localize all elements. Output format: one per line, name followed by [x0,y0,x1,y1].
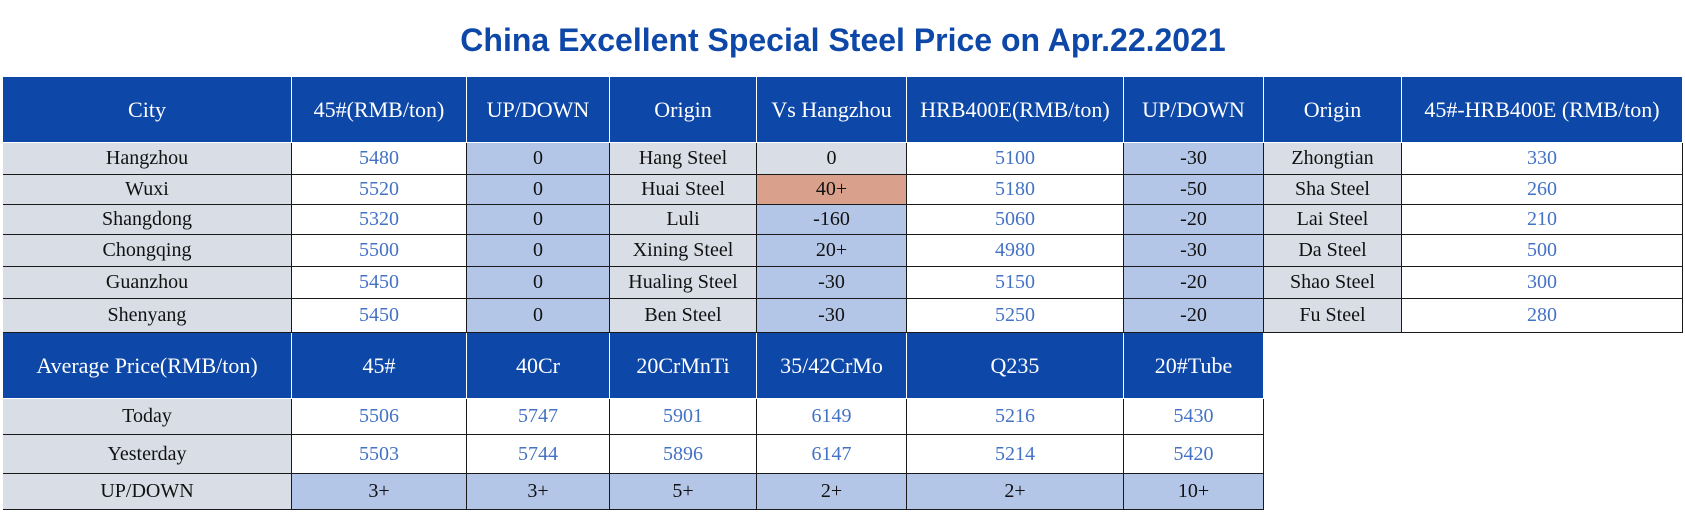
table-cell: 5520 [292,175,467,205]
table-cell: 5320 [292,205,467,235]
table-cell: 5450 [292,267,467,299]
table-cell: 500 [1402,235,1683,267]
table-cell: Zhongtian [1264,143,1402,175]
table-cell: Yesterday [3,435,292,474]
table-cell: 20+ [757,235,907,267]
table-cell: -50 [1124,175,1264,205]
table-cell: -30 [1124,143,1264,175]
column-header: 20CrMnTi [610,333,757,399]
sheet-title: China Excellent Special Steel Price on A… [3,3,1683,78]
table-cell: 5480 [292,143,467,175]
column-header: UP/DOWN [467,77,610,143]
column-header: 35/42CrMo [757,333,907,399]
table-cell: Shangdong [3,205,292,235]
table-cell: Xining Steel [610,235,757,267]
column-header: 45#-HRB400E (RMB/ton) [1402,77,1683,143]
table-cell: 5216 [907,399,1124,435]
table-cell: 5214 [907,435,1124,474]
table-cell: 40+ [757,175,907,205]
column-header: 45# [292,333,467,399]
table-cell: 6147 [757,435,907,474]
table-cell: 5747 [467,399,610,435]
table-cell: 3+ [467,474,610,510]
table-cell: Hualing Steel [610,267,757,299]
table-cell: 4980 [907,235,1124,267]
table-cell: Huai Steel [610,175,757,205]
table-cell: -30 [757,267,907,299]
table-cell: 5430 [1124,399,1264,435]
table-cell: -20 [1124,267,1264,299]
table-cell: Shenyang [3,299,292,333]
table-cell: 5420 [1124,435,1264,474]
table-cell: 5744 [467,435,610,474]
table-cell: Hang Steel [610,143,757,175]
table-cell: 0 [467,299,610,333]
table-cell: 330 [1402,143,1683,175]
table-cell: 5100 [907,143,1124,175]
column-header: HRB400E(RMB/ton) [907,77,1124,143]
table-cell: 5500 [292,235,467,267]
table-cell: -20 [1124,299,1264,333]
table-cell: Chongqing [3,235,292,267]
table-cell: Ben Steel [610,299,757,333]
table-cell: 10+ [1124,474,1264,510]
table-cell: 0 [467,175,610,205]
column-header: 20#Tube [1124,333,1264,399]
table-cell: 0 [467,267,610,299]
table-cell: 0 [467,235,610,267]
table-cell: 260 [1402,175,1683,205]
table-cell: -20 [1124,205,1264,235]
table-cell: 5503 [292,435,467,474]
table-cell: Fu Steel [1264,299,1402,333]
column-header: Average Price(RMB/ton) [3,333,292,399]
table-cell: Wuxi [3,175,292,205]
table-cell: Luli [610,205,757,235]
table-cell: 5+ [610,474,757,510]
table-cell: 2+ [907,474,1124,510]
table-cell: Hangzhou [3,143,292,175]
table-cell: Da Steel [1264,235,1402,267]
column-header: 45#(RMB/ton) [292,77,467,143]
table-cell: Shao Steel [1264,267,1402,299]
table-cell: 5450 [292,299,467,333]
table-cell: 0 [467,205,610,235]
table-cell: 0 [467,143,610,175]
table-cell: 280 [1402,299,1683,333]
table-cell: -30 [757,299,907,333]
table-cell: Today [3,399,292,435]
table-cell: 5060 [907,205,1124,235]
table-cell: 5150 [907,267,1124,299]
table-cell: Sha Steel [1264,175,1402,205]
table-cell: UP/DOWN [3,474,292,510]
table-cell: Lai Steel [1264,205,1402,235]
table-cell: 0 [757,143,907,175]
table-cell: Guanzhou [3,267,292,299]
table-cell: 6149 [757,399,907,435]
column-header: Origin [1264,77,1402,143]
table-cell: 5250 [907,299,1124,333]
column-header: Q235 [907,333,1124,399]
table-cell: -160 [757,205,907,235]
table-cell: 2+ [757,474,907,510]
column-header: 40Cr [467,333,610,399]
table-cell: -30 [1124,235,1264,267]
column-header: Origin [610,77,757,143]
column-header: City [3,77,292,143]
column-header: UP/DOWN [1124,77,1264,143]
table-cell: 210 [1402,205,1683,235]
column-header: Vs Hangzhou [757,77,907,143]
table-cell: 5901 [610,399,757,435]
table-cell: 3+ [292,474,467,510]
table-cell: 300 [1402,267,1683,299]
table-cell: 5506 [292,399,467,435]
table-cell: 5180 [907,175,1124,205]
table-cell: 5896 [610,435,757,474]
